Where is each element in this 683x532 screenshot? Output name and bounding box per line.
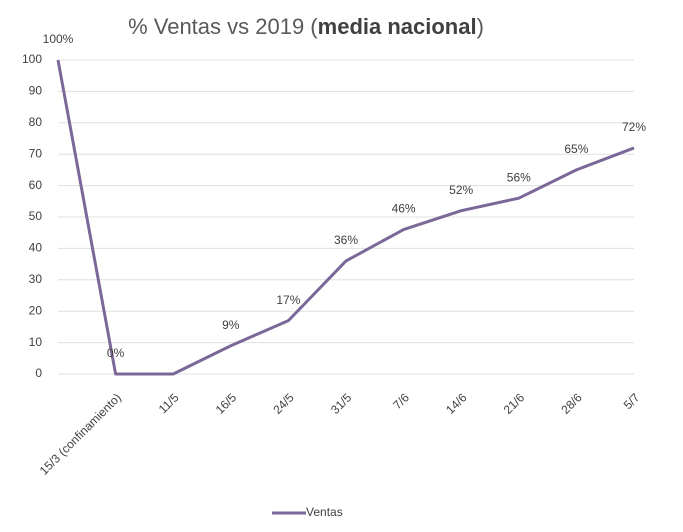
title-part: % Ventas vs 2019 ( [128,14,318,39]
x-tick-label: 28/6 [558,390,585,417]
x-tick-label: 5/7 [621,390,643,412]
x-tick-label: 11/5 [156,390,182,416]
x-tick-label: 24/5 [270,390,297,417]
x-tick-label: 7/6 [390,390,412,412]
y-tick-label: 20 [29,303,43,317]
data-label: 9% [222,318,240,332]
x-tick-label: 15/3 (confinamiento) [37,390,124,477]
x-tick-label: 31/5 [328,390,355,417]
x-tick-label: 21/6 [501,390,528,417]
y-tick-label: 40 [29,241,43,255]
series-line [56,59,635,376]
title-part: ) [477,14,484,39]
data-label: 0% [107,346,125,360]
y-tick-label: 50 [29,209,43,223]
y-tick-label: 100 [22,52,42,66]
y-tick-label: 80 [29,115,43,129]
data-label: 17% [276,293,300,307]
data-label: 56% [507,170,531,184]
data-label: 100% [43,32,74,46]
data-label: 65% [564,142,588,156]
y-tick-label: 10 [29,335,43,349]
data-label: 46% [392,202,416,216]
data-label: 72% [622,120,646,134]
x-tick-label: 14/6 [443,390,470,417]
data-label: 36% [334,233,358,247]
y-tick-label: 70 [29,146,43,160]
title-part: media nacional [318,14,477,39]
x-tick-label: 16/5 [213,390,240,417]
y-tick-label: 90 [29,84,43,98]
y-tick-label: 60 [29,178,43,192]
legend-label: Ventas [306,505,343,519]
chart-title: % Ventas vs 2019 (media nacional) [128,14,484,39]
y-tick-label: 0 [35,366,42,380]
y-tick-label: 30 [29,272,43,286]
data-label: 52% [449,183,473,197]
